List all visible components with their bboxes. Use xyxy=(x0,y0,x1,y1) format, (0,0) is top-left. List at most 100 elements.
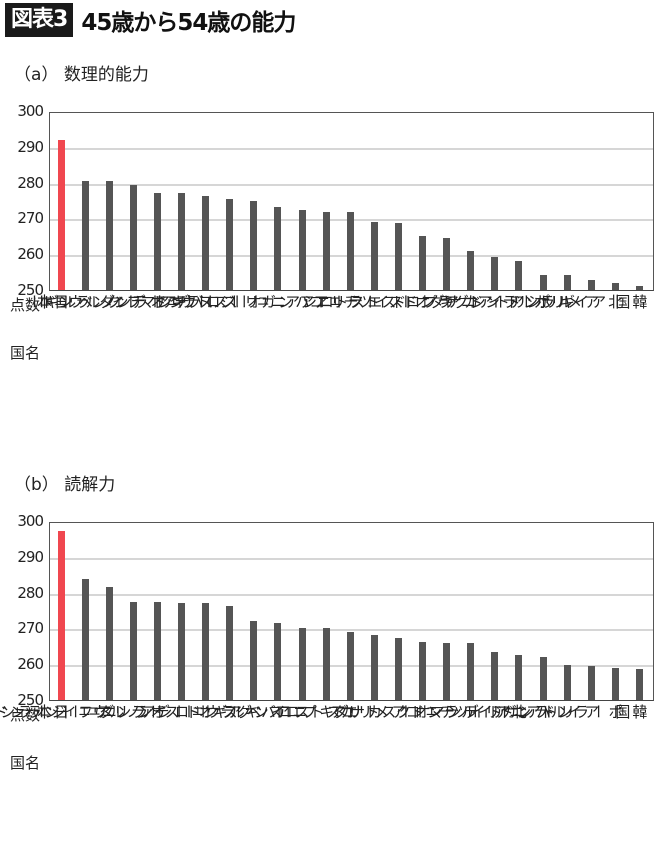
bar-6 xyxy=(202,195,210,290)
bar-20 xyxy=(539,656,547,700)
bar-3 xyxy=(129,601,137,700)
bar-13 xyxy=(370,635,378,700)
bar-18 xyxy=(491,257,499,290)
bar-16 xyxy=(443,237,451,290)
bar-21 xyxy=(563,664,571,700)
y-tick-label: 290 xyxy=(17,137,44,156)
bar-5 xyxy=(178,602,185,700)
x-category-label: イングランド xyxy=(183,704,287,719)
bar-22 xyxy=(587,666,595,700)
y-tick-label: 290 xyxy=(17,547,44,566)
bar-8 xyxy=(250,620,258,700)
x-category-label: ニュージーランド xyxy=(149,294,287,309)
plot-area xyxy=(49,112,654,291)
gridline xyxy=(50,629,653,632)
bar-17 xyxy=(467,643,475,700)
x-category-label: ハンガリー xyxy=(225,294,311,309)
x-category-label: ノルウェー xyxy=(32,294,119,309)
x-category-label: オーストリア xyxy=(159,294,263,309)
bar-11 xyxy=(322,628,330,700)
bar-9 xyxy=(274,622,282,700)
bar-11 xyxy=(322,211,330,290)
x-category-label: ニュージーランド xyxy=(0,704,119,719)
bar-12 xyxy=(346,211,354,290)
x-category-label: デンマーク xyxy=(104,294,191,309)
bar-7 xyxy=(226,605,234,700)
x-category-label: オランダ xyxy=(97,294,167,309)
x-category-label: ロシア xyxy=(138,704,191,719)
bar-10 xyxy=(298,210,306,290)
x-category-label: キプロス xyxy=(386,294,456,309)
x-category-label: エストニア xyxy=(297,294,384,309)
figure-title: 45歳から54歳の能力 xyxy=(81,10,296,36)
bar-9 xyxy=(274,207,282,290)
plot-area xyxy=(49,522,654,701)
bar-12 xyxy=(346,632,354,700)
x-category-label: 韓国 xyxy=(613,294,649,309)
bar-16 xyxy=(443,643,451,700)
x-category-label: オーストラリア xyxy=(94,704,215,719)
y-tick-label: 260 xyxy=(17,655,44,674)
figure-badge: 図表3 xyxy=(5,3,74,37)
x-category-label: フィンランド xyxy=(39,294,143,309)
y-tick-label: 270 xyxy=(17,619,44,638)
x-category-label: スロバキア xyxy=(225,704,311,719)
x-category-label: 日本 xyxy=(35,704,70,719)
x-category-label: 北アイルランド xyxy=(407,704,528,719)
chart-b-title: （b） 読解力 xyxy=(14,475,116,495)
bar-13 xyxy=(370,221,378,290)
score-axis-label: 点数 xyxy=(10,706,41,724)
x-category-label: 韓国 xyxy=(613,704,649,719)
x-category-label: オーストリア xyxy=(328,704,432,719)
bar-2 xyxy=(105,181,113,290)
x-category-label: カナダ xyxy=(331,704,384,719)
y-tick-label: 250 xyxy=(17,281,44,299)
x-category-label: ノルウェー xyxy=(56,704,143,719)
x-category-label: カナダ xyxy=(427,294,480,309)
bar-1 xyxy=(81,579,89,700)
gridline xyxy=(50,593,653,596)
x-category-label: キプロス xyxy=(266,704,336,719)
x-category-label: イングランド xyxy=(400,294,504,309)
y-tick-label: 280 xyxy=(17,173,44,192)
gridline xyxy=(50,557,653,560)
x-category-label: ドイツ xyxy=(355,294,408,309)
x-category-label: 日本 xyxy=(35,294,70,309)
x-category-label: スウェーデン xyxy=(135,704,239,719)
bar-4 xyxy=(153,192,161,290)
y-tick-label: 280 xyxy=(17,583,44,602)
bar-7 xyxy=(226,199,234,290)
score-axis-label: 点数 xyxy=(10,296,41,314)
bar-14 xyxy=(394,638,402,700)
x-category-label: ベルギー xyxy=(25,294,95,309)
bar-17 xyxy=(467,250,475,290)
bar-15 xyxy=(419,236,426,290)
x-category-label: リトアニア xyxy=(490,704,577,719)
bar-24 xyxy=(635,669,643,700)
y-tick-label: 270 xyxy=(17,209,44,228)
x-category-label: アメリカ xyxy=(338,704,408,719)
bar-4 xyxy=(153,602,161,700)
bar-23 xyxy=(611,667,619,700)
x-category-label: ギリシア xyxy=(507,294,577,309)
y-tick-label: 300 xyxy=(17,512,44,530)
gridline xyxy=(50,147,653,150)
bar-22 xyxy=(587,279,595,290)
bar-23 xyxy=(611,283,619,290)
x-category-label: 北アイルランド xyxy=(504,294,625,309)
x-category-label: ポーランド xyxy=(538,704,625,719)
x-category-label: ベルギー xyxy=(193,704,263,719)
bar-0 xyxy=(57,140,65,290)
bar-18 xyxy=(491,651,499,700)
country-axis-label: 国名 xyxy=(10,754,41,772)
bar-15 xyxy=(419,642,426,700)
x-category-label: スウェーデン xyxy=(111,294,215,309)
x-category-label: リトアニア xyxy=(441,294,528,309)
x-category-label: アメリカ xyxy=(531,294,601,309)
bar-10 xyxy=(298,628,306,700)
bar-19 xyxy=(515,260,523,290)
bar-3 xyxy=(129,185,137,290)
bar-2 xyxy=(105,587,113,700)
bar-21 xyxy=(563,275,571,290)
x-category-label: チェコ xyxy=(403,704,456,719)
